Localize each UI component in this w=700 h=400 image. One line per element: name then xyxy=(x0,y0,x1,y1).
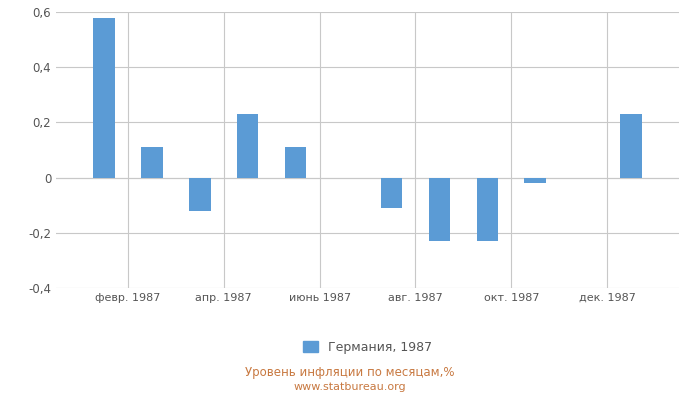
Bar xyxy=(381,178,402,208)
Bar xyxy=(428,178,450,241)
Bar xyxy=(237,114,258,178)
Bar xyxy=(189,178,211,211)
Bar xyxy=(477,178,498,241)
Bar xyxy=(524,178,546,183)
Bar xyxy=(285,147,307,178)
Bar xyxy=(93,18,115,178)
Bar xyxy=(620,114,642,178)
Bar xyxy=(141,147,162,178)
Text: Уровень инфляции по месяцам,%: Уровень инфляции по месяцам,% xyxy=(245,366,455,379)
Legend: Германия, 1987: Германия, 1987 xyxy=(298,336,437,359)
Text: www.statbureau.org: www.statbureau.org xyxy=(294,382,406,392)
